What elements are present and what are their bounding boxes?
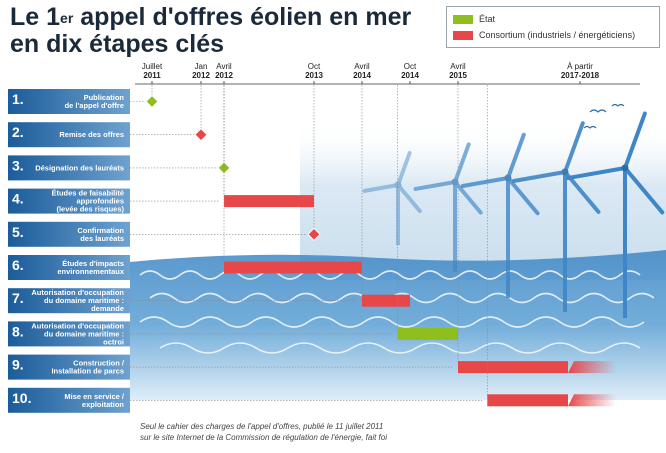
legend-swatch-consortium [453, 31, 473, 41]
step-number: 9. [12, 357, 24, 373]
legend-item-etat: État [453, 12, 495, 26]
step-label: Publication de l'appel d'offre [65, 93, 125, 110]
step-row: 5. Confirmation des lauréats [8, 221, 309, 247]
step-row: 2. Remise des offres [8, 122, 196, 148]
wind-turbines [362, 111, 665, 318]
step-number: 10. [12, 390, 31, 406]
step-number: 2. [12, 124, 24, 140]
gantt-bar [487, 394, 568, 407]
step-row: 6. Études d'impacts environnementaux [8, 255, 219, 280]
page-title: Le 1er appel d'offres éolien en mer en di… [10, 3, 412, 58]
gantt-bar [224, 195, 314, 208]
milestone-diamond [145, 94, 159, 109]
step-label-box [8, 387, 130, 413]
step-label: Mise en service / exploitation [64, 392, 125, 409]
step-number: 3. [12, 157, 24, 173]
gantt-bar-open-end [568, 394, 616, 407]
step-label-box [8, 255, 130, 280]
turbine-icon [413, 142, 483, 272]
seagulls-icon [583, 103, 625, 129]
footnote: Seul le cahier des charges de l'appel d'… [140, 421, 440, 443]
turbine-icon [460, 132, 540, 298]
axis-tick-label: Avril 2015 [449, 62, 467, 80]
footnote-line-2: sur le site Internet de la Commission de… [140, 433, 387, 442]
gantt-bar-open-end [568, 361, 616, 374]
step-row: 9. Construction / Installation de parcs [8, 354, 453, 380]
offshore-scenery [130, 103, 666, 400]
turbine-icon [362, 151, 422, 245]
step-row: 4. Études de faisabilité approfondies (levé… [8, 188, 219, 214]
gantt-bar [458, 361, 568, 374]
milestone-diamond [307, 227, 321, 242]
step-label-box [8, 155, 130, 181]
axis-tick-label: Avril 2012 [215, 62, 233, 80]
legend: État Consortium (industriels / énergétic… [446, 6, 660, 48]
step-label: Remise des offres [59, 130, 124, 139]
step-label: Études d'impacts environnementaux [57, 259, 125, 276]
step-label-box [8, 188, 130, 214]
step-number: 7. [12, 290, 24, 306]
axis-tick-label: Juillet 2011 [142, 62, 163, 80]
sky [300, 120, 666, 280]
step-label: Autorisation d'occupation du domaine mari… [31, 288, 124, 313]
step-label: Autorisation d'occupation du domaine mari… [31, 321, 124, 346]
axis-tick-label: Oct 2014 [401, 62, 419, 80]
gantt-bar [362, 294, 410, 307]
milestone-diamond [217, 161, 231, 175]
milestone-diamond [194, 127, 208, 142]
axis-tick-label: Avril 2014 [353, 62, 371, 80]
step-row: 7. Autorisation d'occupation du domaine ma… [8, 288, 357, 314]
axis-tick-label: À partir 2017-2018 [561, 62, 600, 80]
step-label: Confirmation des lauréats [77, 226, 124, 243]
step-label-box [8, 122, 130, 148]
time-axis: Juillet 2011 Jan 2012 Avril 2012 Oct 2013 Avril 2… [142, 62, 600, 84]
gantt-bar [397, 327, 458, 340]
legend-item-consortium: Consortium (industriels / énergéticiens) [453, 28, 635, 42]
step-label-box [8, 354, 130, 380]
step-rows: 1. Publication de l'appel d'offre 2. Remise … [8, 89, 483, 413]
step-row: 10. Mise en service / exploitation [8, 387, 483, 413]
step-number: 4. [12, 191, 24, 207]
gantt-bar [224, 261, 362, 274]
step-label: Construction / Installation de parcs [51, 359, 124, 376]
turbine-icon [565, 111, 665, 318]
axis-tick-label: Oct 2013 [305, 62, 323, 80]
footnote-line-1: Seul le cahier des charges de l'appel d'… [140, 422, 384, 431]
chart-marks [145, 85, 616, 407]
step-label-box [8, 288, 130, 314]
step-row: 8. Autorisation d'occupation du domaine ma… [8, 321, 393, 347]
step-number: 6. [12, 257, 24, 273]
wave-lines [139, 270, 655, 354]
step-number: 8. [12, 323, 24, 339]
turbine-icon [511, 121, 601, 312]
axis-tick-label: Jan 2012 [192, 62, 210, 80]
step-label: Désignation des lauréats [35, 163, 124, 172]
legend-swatch-etat [453, 15, 473, 25]
step-row: 3. Désignation des lauréats [8, 155, 219, 181]
step-label-box [8, 221, 130, 247]
step-number: 5. [12, 224, 24, 240]
step-label-box [8, 321, 130, 347]
step-number: 1. [12, 91, 24, 107]
step-label-box [8, 89, 130, 114]
step-label: Études de faisabilité approfondies (levée … [51, 189, 124, 214]
step-row: 1. Publication de l'appel d'offre [8, 89, 147, 114]
